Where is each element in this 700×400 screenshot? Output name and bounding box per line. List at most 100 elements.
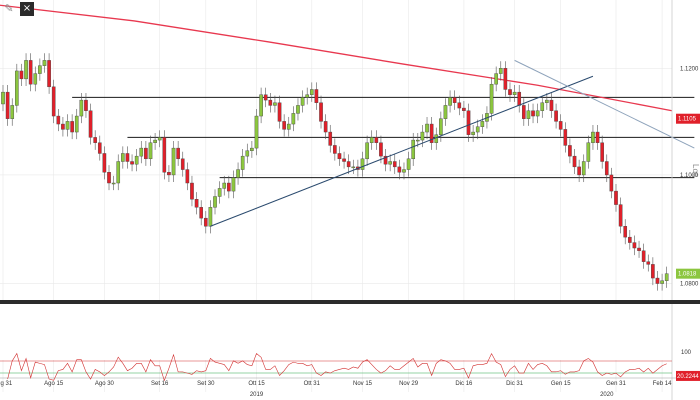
x-tick-label: Nov 29: [399, 381, 419, 387]
candle-down: [429, 123, 434, 143]
candle-up: [139, 147, 144, 157]
candle-down: [558, 121, 563, 130]
candle-up: [213, 196, 217, 208]
candle-down: [19, 70, 24, 80]
candle-up: [411, 139, 416, 160]
candle-down: [397, 166, 402, 173]
candle-up: [581, 161, 586, 176]
chart-toolbar: ✎ ×: [2, 2, 34, 16]
candle-up: [586, 142, 591, 162]
candle-down: [641, 250, 646, 262]
x-tick-label: Feb 14: [653, 381, 672, 387]
year-label: 2019: [250, 392, 264, 398]
candle-down: [568, 145, 572, 157]
candle-down: [47, 60, 51, 88]
candle-up: [351, 166, 356, 169]
candle-down: [609, 174, 614, 192]
last-price-tag-text: 1.0818: [678, 272, 697, 278]
ma-value-tag-bg: [676, 113, 700, 124]
candle-down: [637, 247, 641, 251]
candle-down: [379, 142, 383, 157]
candle-up: [388, 161, 392, 165]
candle-down: [227, 182, 231, 192]
candle-up: [480, 121, 485, 127]
x-tick-label: Set 30: [197, 381, 215, 387]
rsi-value-tag-bg: [676, 370, 700, 381]
price-tags: 1.1105 1.0818 20.2244: [676, 113, 700, 381]
ma-value-tag: 1.1105: [676, 113, 700, 124]
candle-down: [604, 161, 609, 176]
candle-down: [374, 137, 379, 143]
candle-up: [526, 110, 531, 119]
x-tick-label: Nov 15: [353, 381, 373, 387]
panel-separator: [0, 300, 700, 304]
candle-down: [623, 226, 628, 238]
candle-up: [24, 60, 28, 80]
candle-down: [614, 190, 618, 205]
candle-up: [475, 126, 480, 133]
candle-down: [383, 155, 388, 165]
candle-down: [328, 131, 333, 146]
candle-up: [309, 89, 314, 95]
rsi-value-tag: 20.2244: [676, 370, 700, 381]
candle-up: [406, 158, 411, 170]
last-price-tag: 1.0818: [676, 268, 700, 279]
candle-down: [577, 166, 581, 176]
pencil-icon[interactable]: ✎: [4, 2, 14, 15]
close-icon[interactable]: ×: [20, 2, 34, 16]
x-tick-label: Gen 15: [551, 381, 571, 387]
candle-down: [125, 153, 130, 162]
candle-down: [263, 94, 268, 101]
candle-up: [512, 91, 517, 95]
candle-up: [38, 65, 42, 74]
candle-up: [65, 121, 70, 130]
candle-up: [121, 153, 125, 162]
candle-up: [494, 73, 498, 85]
candle-up: [286, 123, 291, 130]
candle-up: [425, 123, 429, 133]
y-tick-label: 1.1000: [680, 173, 699, 179]
x-tick-label: Dic 16: [455, 381, 473, 387]
candle-down: [97, 142, 102, 154]
candle-down: [651, 264, 655, 279]
candle-up: [291, 113, 296, 125]
candle-up: [10, 105, 15, 119]
rsi-axis-top-label: 100: [681, 350, 692, 356]
last-price-tag-bg: [676, 268, 700, 279]
moving-average: [0, 4, 673, 112]
candle-up: [222, 182, 227, 189]
candle-down: [503, 68, 508, 90]
candle-down: [342, 158, 346, 162]
candle-down: [595, 131, 600, 143]
candle-up: [231, 177, 236, 192]
candle-down: [130, 161, 134, 165]
candle-up: [111, 182, 116, 185]
candle-up: [15, 70, 19, 106]
trendlines[interactable]: [210, 59, 695, 227]
x-tick-label: Ott 15: [248, 381, 265, 387]
rsi-value-tag-text: 20.2244: [677, 374, 699, 380]
candle-up: [273, 102, 277, 106]
candle-down: [628, 236, 632, 243]
candle-up: [415, 139, 420, 142]
candle-up: [402, 169, 406, 173]
candle-up: [1, 91, 5, 105]
candle-up: [296, 105, 300, 114]
candle-down: [508, 89, 512, 95]
candle-down: [452, 97, 457, 103]
log-scale-label[interactable]: Log: [691, 164, 700, 177]
candle-down: [277, 102, 282, 122]
candle-down: [28, 60, 33, 85]
candle-up: [305, 94, 310, 98]
candle-down: [162, 137, 167, 173]
candle-up: [660, 280, 664, 284]
x-tick-label: Ott 31: [304, 381, 321, 387]
candle-up: [245, 150, 250, 157]
candle-down: [185, 169, 190, 184]
candle-up: [254, 115, 259, 149]
candle-down: [93, 137, 97, 143]
candle-up: [420, 131, 425, 141]
candle-up: [134, 155, 139, 165]
